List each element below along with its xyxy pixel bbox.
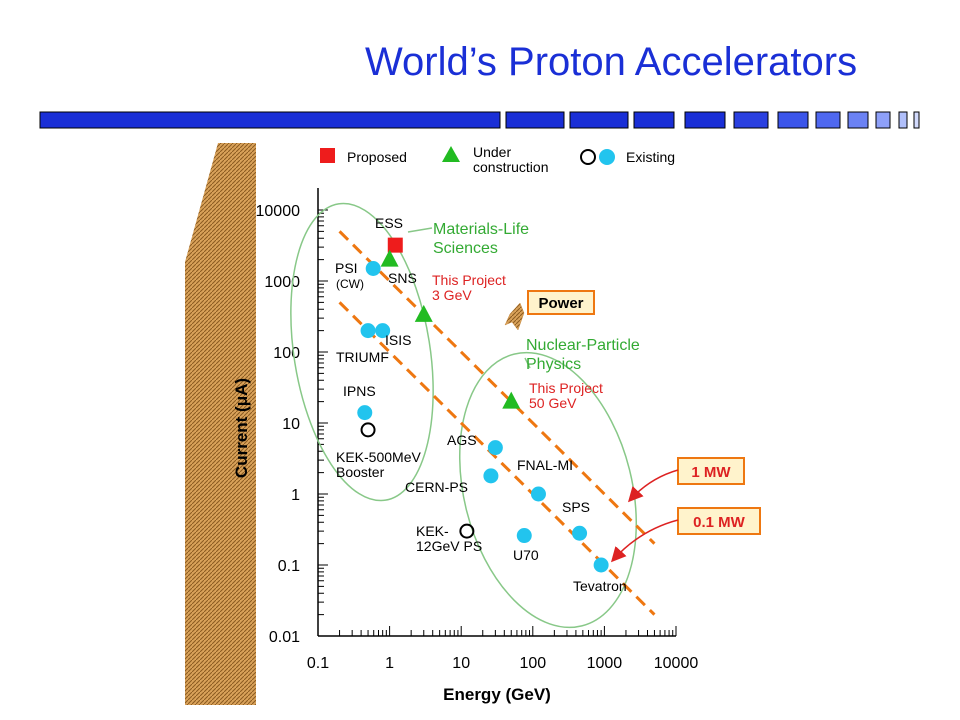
label-isis: ISIS — [385, 332, 411, 348]
label-cern-ps: CERN-PS — [405, 479, 468, 495]
power-box-label: Power — [538, 295, 583, 312]
marker-kek-12gev-ps — [459, 523, 475, 539]
x-tick-label: 1 — [385, 655, 394, 672]
region-materials-life-label: Materials-Life — [433, 221, 529, 238]
marker-ipns — [357, 405, 373, 421]
label-sps: SPS — [562, 499, 590, 515]
label-fnal-mi: FNAL-MI — [517, 457, 573, 473]
power-arrow-icon — [504, 302, 525, 331]
marker-cern-ps — [483, 468, 499, 484]
region-nuclear-particle-pointer — [524, 357, 531, 369]
x-axis-label: Energy (GeV) — [443, 685, 551, 704]
this-project-50gev-label-2: 50 GeV — [529, 395, 577, 411]
label-tevatron: Tevatron — [573, 578, 627, 594]
hatched-wedge-decoration — [185, 143, 256, 705]
region-materials-life-label-2: Sciences — [433, 240, 498, 257]
power-lines — [338, 230, 656, 616]
legend-existing-filled-circle — [599, 149, 615, 165]
marker-kek-500mev-booster — [360, 422, 376, 438]
legend-under-construction-triangle — [442, 146, 460, 162]
this-project-3gev-label-2: 3 GeV — [432, 287, 472, 303]
x-tick-label: 10000 — [654, 655, 699, 672]
legend-existing-label: Existing — [626, 149, 675, 165]
label-ags: AGS — [447, 432, 477, 448]
marker-tevatron — [593, 557, 609, 573]
region-nuclear-particle-label: Nuclear-Particle — [526, 337, 640, 354]
axis-ticks — [317, 209, 677, 637]
power-box — [527, 290, 595, 315]
marker-this-project-3-gev — [414, 304, 433, 322]
y-tick-label: 0.01 — [269, 629, 300, 646]
region-nuclear-particle-ellipse — [458, 351, 638, 629]
label-ipns: IPNS — [343, 383, 376, 399]
marker-sns — [380, 249, 399, 267]
y-axis-label: Current (μA) — [232, 378, 251, 478]
callout-01mw-label: 0.1 MW — [693, 514, 746, 531]
axis-tick-labels: 0.1 1 10 100 1000 10000 0.01 0.1 1 10 100 1000 10000 — [256, 203, 699, 672]
x-tick-label: 100 — [519, 655, 546, 672]
label-kek-ps-2: 12GeV PS — [416, 538, 482, 554]
marker-sps — [572, 525, 588, 541]
x-tick-label: 0.1 — [307, 655, 329, 672]
y-tick-label: 1000 — [264, 274, 300, 291]
this-project-50gev-label: This Project — [529, 380, 603, 396]
marker-isis — [375, 323, 391, 339]
legend-proposed-square — [320, 148, 335, 163]
this-project-3gev-label: This Project — [432, 272, 506, 288]
legend: Proposed Under construction Existing — [320, 144, 675, 175]
label-psi: PSI — [335, 260, 358, 276]
marker-this-project-50-gev — [502, 391, 521, 409]
legend-existing-open-circle — [580, 149, 596, 165]
label-kek-booster: KEK-500MeV — [336, 449, 421, 465]
callout-01mw-arrow — [610, 519, 679, 563]
y-tick-label: 10 — [282, 416, 300, 433]
label-u70: U70 — [513, 547, 539, 563]
label-ess: ESS — [375, 215, 403, 231]
legend-under-construction-label-2: construction — [473, 159, 548, 175]
title-decoration-bar — [39, 111, 920, 129]
callout-1mw-label: 1 MW — [691, 464, 731, 481]
y-tick-label: 100 — [273, 345, 300, 362]
x-tick-label: 10 — [452, 655, 470, 672]
label-psi-cw: (CW) — [336, 277, 364, 291]
marker-u70 — [516, 528, 532, 544]
y-tick-label: 10000 — [256, 203, 301, 220]
legend-proposed-label: Proposed — [347, 149, 407, 165]
region-nuclear-particle-label-2: Physics — [526, 356, 581, 373]
y-tick-label: 1 — [291, 487, 300, 504]
region-materials-life-ellipse — [290, 202, 434, 502]
callout-01mw-box — [677, 507, 761, 535]
label-sns: SNS — [388, 270, 417, 286]
y-tick-label: 0.1 — [278, 558, 300, 575]
marker-ags — [487, 440, 503, 456]
x-tick-label: 1000 — [587, 655, 623, 672]
label-triumf: TRIUMF — [336, 349, 389, 365]
legend-under-construction-label: Under — [473, 144, 511, 160]
marker-triumf — [360, 323, 376, 339]
data-markers — [357, 237, 609, 573]
region-materials-life-pointer — [407, 227, 433, 233]
axes — [317, 188, 676, 637]
power-line-1-mw — [338, 230, 656, 545]
marker-psi — [365, 260, 381, 276]
callout-1mw-box — [677, 457, 745, 485]
callout-1mw-arrow — [627, 469, 679, 503]
slide-title: World’s Proton Accelerators — [365, 40, 858, 84]
label-kek-booster-2: Booster — [336, 464, 385, 480]
marker-ess — [387, 237, 403, 253]
label-kek-ps: KEK- — [416, 523, 449, 539]
marker-fnal-mi — [530, 486, 546, 502]
